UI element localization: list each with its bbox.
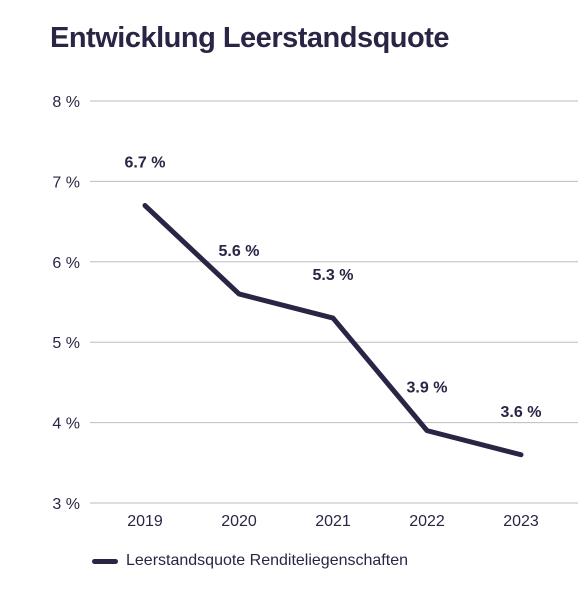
y-tick-label: 6 % <box>52 255 80 272</box>
data-label: 5.3 % <box>313 267 354 284</box>
x-axis-ticks: 2019 2020 2021 2022 2023 <box>127 513 539 530</box>
x-tick-label: 2020 <box>221 513 257 530</box>
y-tick-label: 4 % <box>52 416 80 433</box>
data-label: 3.6 % <box>501 404 542 421</box>
data-label: 6.7 % <box>125 155 166 172</box>
legend-swatch <box>92 558 118 564</box>
y-tick-label: 3 % <box>52 496 80 513</box>
data-label: 3.9 % <box>407 380 448 397</box>
series-lines <box>142 203 524 458</box>
data-label: 5.6 % <box>219 243 260 260</box>
legend-label: Leerstandsquote Renditeliegenschaften <box>126 552 408 569</box>
x-tick-label: 2019 <box>127 513 163 530</box>
legend: Leerstandsquote Renditeliegenschaften <box>92 552 408 570</box>
x-tick-label: 2023 <box>503 513 539 530</box>
y-tick-label: 5 % <box>52 335 80 352</box>
x-tick-label: 2022 <box>409 513 445 530</box>
chart-title: Entwicklung Leerstandsquote <box>50 22 450 54</box>
y-tick-label: 7 % <box>52 174 80 191</box>
y-tick-label: 8 % <box>52 94 80 111</box>
data-labels: 6.7 % 5.6 % 5.3 % 3.9 % 3.6 % <box>125 155 542 421</box>
gridlines <box>90 100 578 504</box>
series-line <box>142 203 524 458</box>
y-axis-ticks: 3 % 4 % 5 % 6 % 7 % 8 % <box>52 94 80 513</box>
x-tick-label: 2021 <box>315 513 351 530</box>
